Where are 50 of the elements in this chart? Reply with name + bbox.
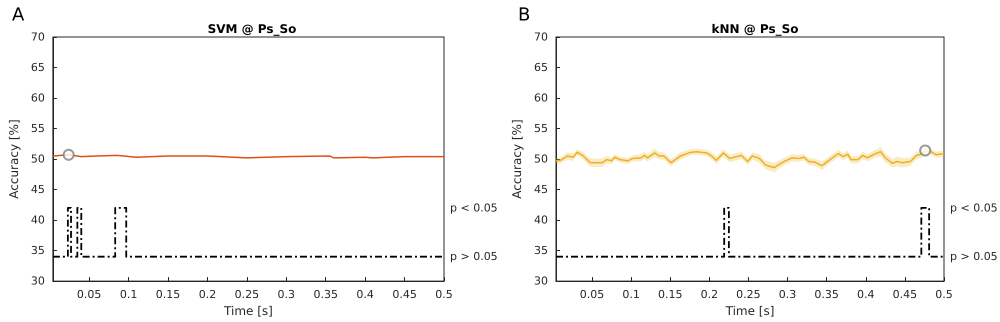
x-tick-label: 0.25 (234, 288, 260, 302)
x-tick-label: 0.45 (392, 288, 417, 302)
y-tick-label: 65 (30, 61, 45, 74)
x-tick-label: 0.4 (857, 288, 875, 302)
x-tick-label: 0.2 (198, 288, 216, 302)
y-tick-label: 50 (30, 152, 45, 166)
y-axis-title: Accuracy [%] (7, 119, 21, 199)
x-tick-label: 0.05 (76, 288, 102, 302)
y-tick-label: 60 (30, 92, 45, 105)
y-tick-label: 60 (534, 92, 548, 105)
x-tick-label: 0.3 (278, 288, 296, 302)
x-tick-label: 0.35 (814, 288, 839, 302)
chart-title: SVM @ Ps_So (208, 22, 296, 36)
y-tick-label: 40 (30, 214, 45, 227)
text: p < 0.05 (450, 201, 498, 214)
x-axis-title: Time [s] (223, 304, 273, 318)
x-tick-label: 0.35 (313, 288, 338, 302)
y-tick-label: 70 (534, 30, 548, 44)
y-tick-label: 55 (534, 122, 548, 136)
x-axis-title: Time [s] (724, 304, 774, 318)
x-tick-label: 0.45 (892, 288, 918, 302)
x-tick-label: 0.2 (700, 288, 718, 302)
x-tick-label: 0.15 (658, 288, 682, 302)
x-tick-label: 0.5 (435, 288, 453, 302)
text: A (12, 4, 25, 26)
y-tick-label: 65 (534, 61, 548, 74)
y-tick-label: 35 (534, 244, 548, 258)
x-tick-label: 0.15 (156, 288, 180, 302)
chart-title: kNN @ Ps_So (711, 22, 799, 36)
y-tick-label: 30 (534, 274, 548, 288)
x-tick-label: 0.4 (356, 288, 374, 302)
x-tick-label: 0.5 (935, 288, 953, 302)
x-tick-label: 0.05 (580, 288, 604, 302)
text: p > 0.05 (950, 250, 998, 264)
y-tick-label: 70 (30, 30, 45, 44)
y-tick-label: 45 (30, 183, 45, 196)
x-tick-label: 0.25 (736, 288, 761, 302)
text: B (518, 4, 530, 26)
y-tick-label: 50 (534, 152, 548, 166)
y-tick-label: 45 (534, 183, 548, 196)
y-tick-label: 35 (30, 244, 45, 258)
y-tick-label: 55 (30, 122, 45, 136)
y-tick-label: 40 (534, 214, 548, 227)
x-tick-label: 0.1 (120, 288, 138, 302)
text: p < 0.05 (950, 201, 998, 214)
y-axis-title: Accuracy [%] (510, 119, 524, 199)
text: p > 0.05 (450, 250, 498, 264)
y-tick-label: 30 (30, 274, 45, 288)
x-tick-label: 0.1 (622, 288, 640, 302)
x-tick-label: 0.3 (778, 288, 796, 302)
